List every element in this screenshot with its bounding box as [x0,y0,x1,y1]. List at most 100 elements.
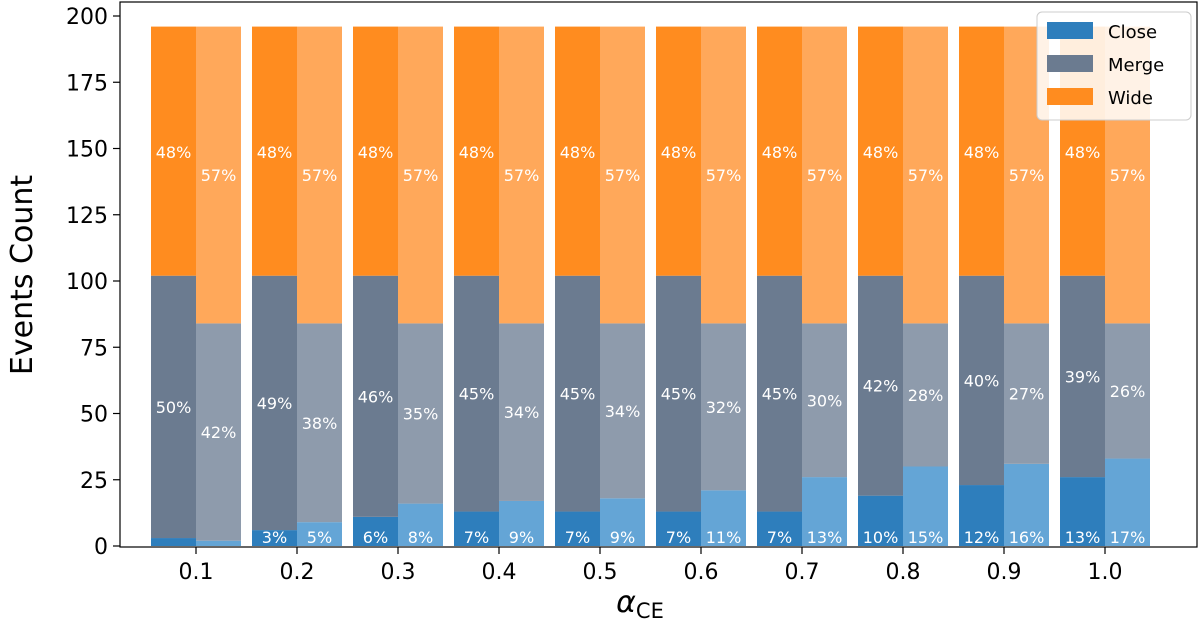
x-axis-label-subscript: CE [636,599,664,621]
bar-merge-left-0.8 [858,275,903,496]
bar-label-merge-right-0.1: 42% [201,423,237,442]
bar-close-left-0.3 [353,516,398,546]
bar-label-wide-left-0.3: 48% [358,143,394,162]
bar-label-close-left-0.2: 3% [262,528,287,547]
x-tick-label-0.4: 0.4 [482,560,517,585]
x-tick-label-0.6: 0.6 [684,560,719,585]
bar-label-wide-left-0.2: 48% [257,143,293,162]
bar-label-wide-left-0.1: 48% [156,143,192,162]
bar-merge-left-0.6 [656,275,701,512]
y-tick-label-75: 75 [80,336,108,361]
bar-close-right-0.8 [903,466,948,546]
bar-close-left-1.0 [1060,477,1105,546]
bar-wide-right-0.3 [398,26,443,324]
plot-frame [119,1,1198,548]
y-tick-label-50: 50 [80,403,108,428]
bar-wide-right-0.7 [802,26,847,324]
x-tick-label-1.0: 1.0 [1088,560,1123,585]
x-tick-label-0.1: 0.1 [179,560,214,585]
bar-merge-right-0.7 [802,323,847,478]
bars-layer [151,26,1150,546]
bar-label-close-left-0.5: 7% [565,528,590,547]
bar-label-merge-left-0.1: 50% [156,398,192,417]
bar-wide-left-0.1 [151,26,196,276]
x-tick-label-0.3: 0.3 [381,560,416,585]
bar-label-close-right-0.7: 13% [807,528,843,547]
bar-merge-left-0.2 [252,275,297,531]
x-tick-label-0.7: 0.7 [785,560,820,585]
bar-close-left-0.8 [858,495,903,546]
bar-close-right-0.1 [196,540,241,546]
bar-wide-left-0.3 [353,26,398,276]
bar-merge-right-1.0 [1105,323,1150,459]
x-tick-label-0.8: 0.8 [886,560,921,585]
bar-label-merge-left-1.0: 39% [1065,367,1101,386]
bar-wide-right-0.6 [701,26,746,324]
bar-merge-right-0.1 [196,323,241,541]
bar-label-close-left-0.7: 7% [767,528,792,547]
bar-label-merge-left-0.7: 45% [762,385,798,404]
bar-wide-left-0.9 [959,26,1004,276]
bar-label-wide-left-1.0: 48% [1065,143,1101,162]
bar-wide-right-0.2 [297,26,342,324]
bar-merge-right-0.5 [600,323,645,499]
legend-swatch-merge [1047,55,1093,72]
x-tick-label-0.2: 0.2 [280,560,315,585]
y-axis-label: Events Count [5,175,40,375]
bar-merge-right-0.8 [903,323,948,467]
bar-label-wide-left-0.4: 48% [459,143,495,162]
bar-label-wide-left-0.6: 48% [661,143,697,162]
bar-merge-left-1.0 [1060,275,1105,478]
legend-swatch-close [1047,22,1093,39]
bar-label-wide-right-0.7: 57% [807,166,843,185]
bar-label-merge-right-0.7: 30% [807,391,843,410]
bar-label-close-left-0.3: 6% [363,528,388,547]
bar-label-merge-right-1.0: 26% [1110,382,1146,401]
bar-label-close-right-0.2: 5% [307,528,332,547]
bar-close-right-0.7 [802,477,847,546]
bar-merge-left-0.5 [555,275,600,512]
bar-close-left-0.2 [252,530,297,546]
bar-wide-left-0.2 [252,26,297,276]
bar-merge-left-0.9 [959,275,1004,486]
bar-label-merge-right-0.2: 38% [302,414,338,433]
bar-wide-right-0.8 [903,26,948,324]
bar-labels-layer: 50% 48% 42% 57% 3% 49% 48% 5% 38% 57% 6% 46% 48% 8% 35… [156,143,1146,547]
bar-wide-left-0.6 [656,26,701,276]
bar-label-close-left-0.9: 12% [964,528,1000,547]
bar-label-merge-right-0.5: 34% [605,402,641,421]
bar-label-merge-right-0.9: 27% [1009,385,1045,404]
bar-label-close-right-0.9: 16% [1009,528,1045,547]
bar-wide-left-0.8 [858,26,903,276]
bar-label-close-left-0.6: 7% [666,528,691,547]
bar-merge-left-0.4 [454,275,499,512]
bar-label-wide-left-0.5: 48% [560,143,596,162]
bar-label-close-right-1.0: 17% [1110,528,1146,547]
bar-merge-right-0.3 [398,323,443,504]
bar-label-wide-right-1.0: 57% [1110,166,1146,185]
bar-label-merge-right-0.8: 28% [908,386,944,405]
bar-close-right-0.2 [297,522,342,546]
bar-label-wide-right-0.1: 57% [201,166,237,185]
x-tick-label-0.5: 0.5 [583,560,618,585]
legend: Close Merge Wide [1036,11,1192,121]
bar-label-wide-left-0.9: 48% [964,143,1000,162]
bar-close-right-0.3 [398,503,443,546]
bar-label-wide-left-0.8: 48% [863,143,899,162]
legend-label-merge: Merge [1108,55,1164,76]
legend-swatch-wide [1047,88,1093,105]
bar-label-merge-left-0.8: 42% [863,377,899,396]
bar-merge-right-0.9 [1004,323,1049,464]
bar-close-right-1.0 [1105,458,1150,546]
bar-wide-right-0.4 [499,26,544,324]
bar-close-left-0.1 [151,538,196,546]
bar-close-right-0.4 [499,500,544,546]
legend-label-wide: Wide [1108,88,1153,109]
bar-label-wide-right-0.8: 57% [908,166,944,185]
x-axis: 0.1 0.2 0.3 0.4 0.5 0.6 0.7 0.8 0.9 1.0 [179,547,1123,585]
y-tick-label-100: 100 [66,270,108,295]
bar-merge-right-0.4 [499,323,544,501]
bar-label-merge-left-0.5: 45% [560,385,596,404]
y-tick-label-150: 150 [66,138,108,163]
